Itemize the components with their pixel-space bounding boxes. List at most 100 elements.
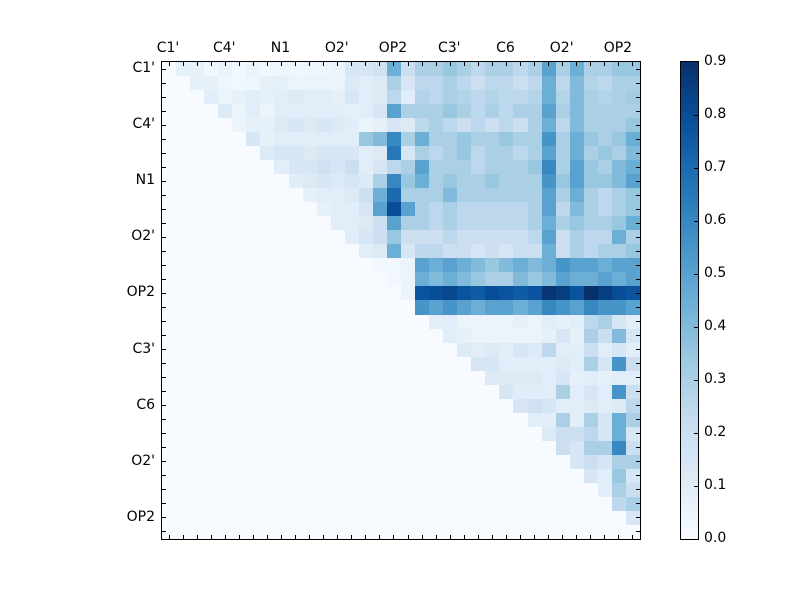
heatmap-cell (358, 160, 373, 175)
heatmap-cell (316, 328, 331, 343)
heatmap-cell (302, 90, 317, 105)
heatmap-cell (260, 384, 275, 399)
heatmap-cell (429, 524, 444, 539)
heatmap-cell (176, 146, 191, 161)
heatmap-cell (176, 216, 191, 231)
heatmap-cell (401, 342, 416, 357)
heatmap-cell (429, 104, 444, 119)
heatmap-cell (541, 258, 556, 273)
heatmap-cell (583, 216, 598, 231)
axis-tick (365, 535, 367, 539)
heatmap-cell (204, 146, 219, 161)
heatmap-cell (288, 328, 303, 343)
heatmap-cell (583, 454, 598, 469)
axis-tick (162, 475, 166, 477)
heatmap-cell (569, 286, 584, 301)
axis-tick (636, 236, 640, 238)
heatmap-cell (625, 216, 640, 231)
heatmap-cell (569, 132, 584, 147)
heatmap-cell (260, 370, 275, 385)
heatmap-cell (372, 244, 387, 259)
heatmap-cell (288, 146, 303, 161)
heatmap-cell (611, 454, 626, 469)
heatmap-cell (457, 426, 472, 441)
heatmap-cell (555, 132, 570, 147)
heatmap-cell (176, 510, 191, 525)
axis-tick (162, 349, 166, 351)
heatmap-cell (429, 132, 444, 147)
heatmap-cell (569, 62, 584, 77)
heatmap-cell (288, 202, 303, 217)
axis-tick (636, 503, 640, 505)
heatmap-cell (344, 314, 359, 329)
heatmap-cell (246, 286, 261, 301)
heatmap-cell (190, 384, 205, 399)
heatmap-cell (583, 510, 598, 525)
heatmap-cell (260, 132, 275, 147)
heatmap-cell (541, 356, 556, 371)
heatmap-cell (541, 496, 556, 511)
heatmap-cell (569, 524, 584, 539)
heatmap-cell (190, 258, 205, 273)
heatmap-cell (499, 314, 514, 329)
axis-tick (636, 517, 640, 519)
heatmap-cell (190, 426, 205, 441)
heatmap-cell (401, 76, 416, 91)
heatmap-cell (513, 76, 528, 91)
heatmap-cell (569, 174, 584, 189)
heatmap-cell (246, 454, 261, 469)
heatmap-cell (344, 300, 359, 315)
heatmap-cell (176, 482, 191, 497)
heatmap-grid (162, 62, 640, 539)
heatmap-cell (429, 202, 444, 217)
axis-tick (182, 535, 184, 539)
heatmap-cell (415, 62, 430, 77)
heatmap-cell (232, 454, 247, 469)
axis-tick (636, 278, 640, 280)
heatmap-cell (569, 356, 584, 371)
heatmap-cell (597, 104, 612, 119)
heatmap-cell (513, 426, 528, 441)
heatmap-cell (555, 188, 570, 203)
heatmap-cell (499, 132, 514, 147)
axis-tick (636, 531, 640, 533)
heatmap-cell (499, 510, 514, 525)
heatmap-cell (415, 216, 430, 231)
heatmap-cell (274, 482, 289, 497)
heatmap-cell (330, 370, 345, 385)
heatmap-cell (443, 454, 458, 469)
heatmap-cell (415, 482, 430, 497)
heatmap-cell (499, 118, 514, 133)
heatmap-cell (457, 146, 472, 161)
heatmap-cell (344, 118, 359, 133)
heatmap-cell (499, 412, 514, 427)
heatmap-cell (611, 230, 626, 245)
heatmap-cell (485, 202, 500, 217)
heatmap-cell (246, 440, 261, 455)
heatmap-cell (232, 188, 247, 203)
heatmap-cell (471, 524, 486, 539)
heatmap-cell (429, 258, 444, 273)
heatmap-cell (162, 356, 177, 371)
heatmap-cell (583, 244, 598, 259)
heatmap-cell (204, 188, 219, 203)
heatmap-cell (316, 398, 331, 413)
heatmap-cell (401, 454, 416, 469)
axis-tick (162, 236, 166, 238)
heatmap-cell (499, 524, 514, 539)
heatmap-cell (260, 90, 275, 105)
heatmap-cell (330, 384, 345, 399)
heatmap-cell (386, 188, 401, 203)
heatmap-cell (569, 426, 584, 441)
heatmap-cell (386, 356, 401, 371)
heatmap-cell (302, 510, 317, 525)
heatmap-cell (471, 314, 486, 329)
heatmap-cell (583, 342, 598, 357)
heatmap-cell (372, 524, 387, 539)
heatmap-cell (485, 118, 500, 133)
y-axis-label: C3' (132, 340, 155, 357)
axis-tick (196, 62, 198, 66)
heatmap-cell (555, 62, 570, 77)
heatmap-cell (597, 412, 612, 427)
y-axis-label: O2' (131, 228, 155, 245)
